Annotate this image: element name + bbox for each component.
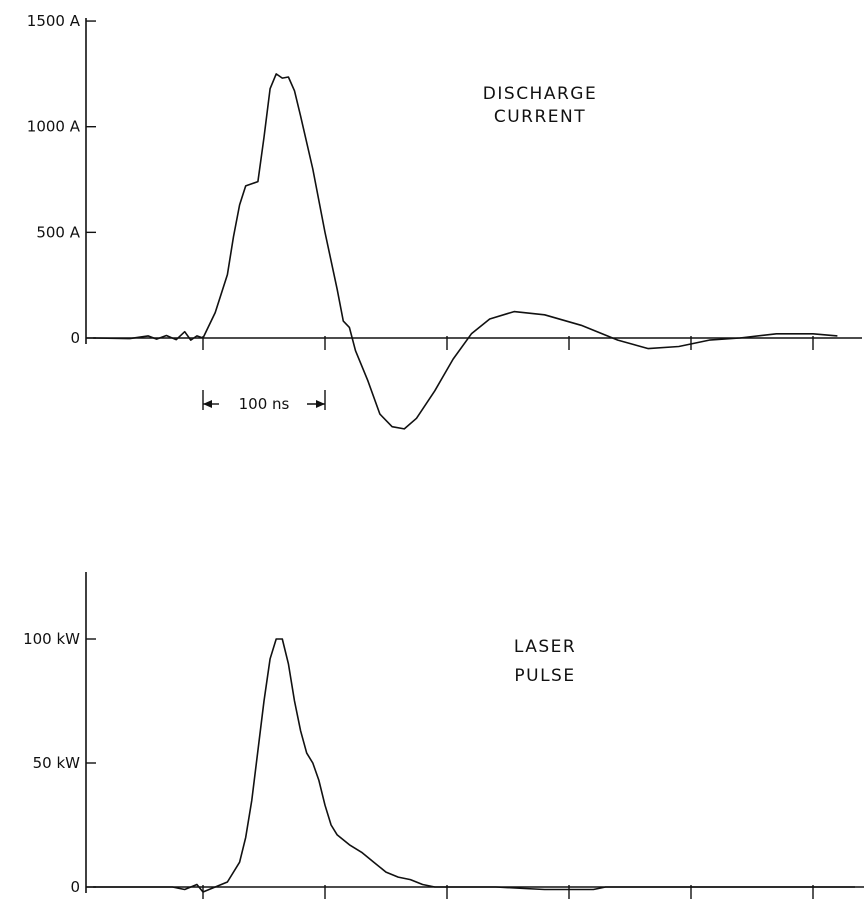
y-tick-label: 1000 A bbox=[27, 118, 81, 136]
trace-annotation: CURRENT bbox=[494, 107, 586, 127]
scale-bar-left-arrow bbox=[203, 400, 212, 408]
y-tick-label: 50 kW bbox=[33, 754, 81, 772]
discharge-current-trace bbox=[93, 73, 838, 430]
trace-annotation: DISCHARGE bbox=[483, 84, 597, 104]
scale-bar-label: 100 ns bbox=[239, 395, 290, 413]
trace-annotation: PULSE bbox=[514, 666, 575, 686]
laser-pulse-trace bbox=[93, 638, 864, 893]
y-tick-label: 1500 A bbox=[27, 12, 81, 30]
scale-bar-right-arrow bbox=[316, 400, 325, 408]
y-tick-label: 100 kW bbox=[23, 630, 80, 648]
y-tick-label: 500 A bbox=[36, 223, 80, 241]
y-tick-label: 0 bbox=[70, 878, 80, 896]
laser-pulse-panel: 0 50 kW 100 kW LASER PULSE bbox=[23, 572, 864, 899]
y-tick-label: 0 bbox=[70, 329, 80, 347]
discharge-current-panel: 0 500 A 1000 A 1500 A DISCHARGE CURRENT 100 ns bbox=[27, 12, 862, 430]
trace-annotation: LASER bbox=[514, 637, 576, 657]
